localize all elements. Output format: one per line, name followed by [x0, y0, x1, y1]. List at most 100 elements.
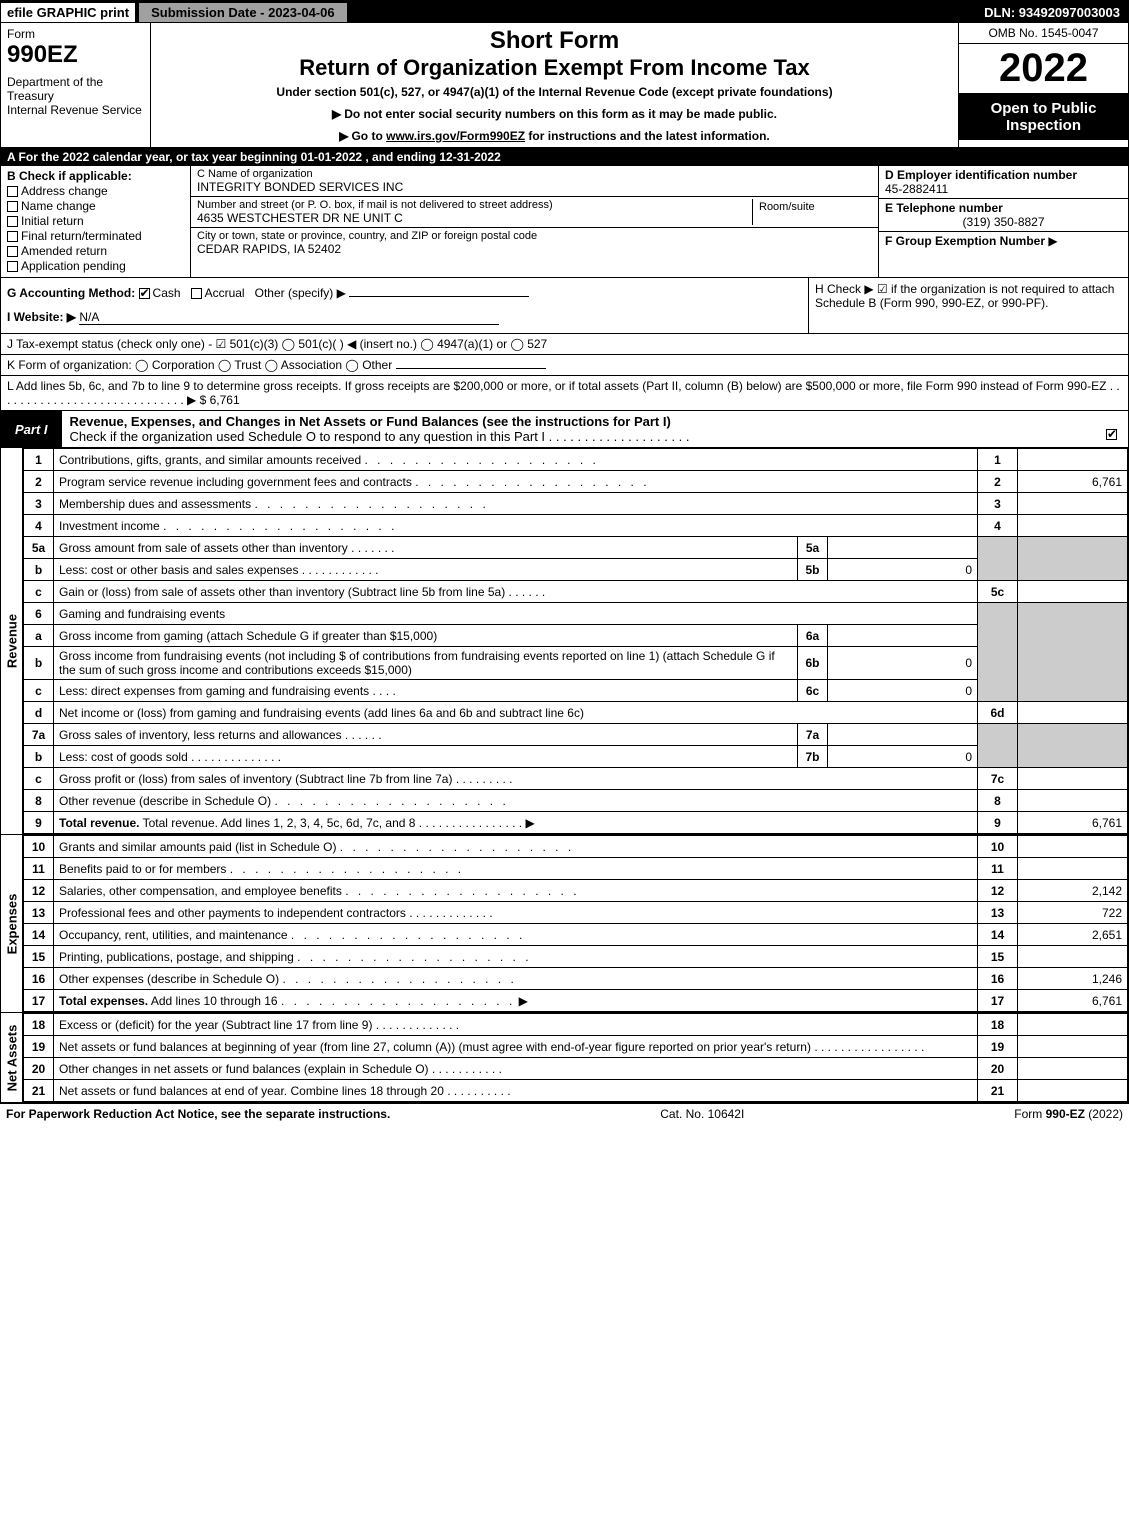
row-l: L Add lines 5b, 6c, and 7b to line 9 to … [1, 376, 1128, 411]
line-16: 16Other expenses (describe in Schedule O… [24, 968, 1128, 990]
group-label: F Group Exemption Number [885, 234, 1045, 248]
group-cell: F Group Exemption Number ▶ [879, 232, 1128, 250]
tax-year: 2022 [959, 44, 1128, 93]
cb-schedule-o[interactable] [1106, 429, 1117, 440]
line-17: 17Total expenses. Add lines 10 through 1… [24, 990, 1128, 1012]
address-cell: Number and street (or P. O. box, if mail… [191, 197, 878, 228]
footer: For Paperwork Reduction Act Notice, see … [0, 1104, 1129, 1124]
revenue-table: 1Contributions, gifts, grants, and simil… [23, 448, 1128, 834]
other-org-input[interactable] [396, 368, 546, 369]
line-5b: bLess: cost or other basis and sales exp… [24, 559, 1128, 581]
ein-cell: D Employer identification number 45-2882… [879, 166, 1128, 199]
omb-number: OMB No. 1545-0047 [959, 23, 1128, 44]
line-6a: aGross income from gaming (attach Schedu… [24, 625, 1128, 647]
org-name-cell: C Name of organization INTEGRITY BONDED … [191, 166, 878, 197]
section-b-title: B Check if applicable: [7, 169, 184, 183]
cb-application-pending[interactable]: Application pending [7, 259, 184, 273]
open-public: Open to Public Inspection [959, 93, 1128, 140]
line-12: 12Salaries, other compensation, and empl… [24, 880, 1128, 902]
line-6: 6Gaming and fundraising events [24, 603, 1128, 625]
footer-mid: Cat. No. 10642I [390, 1107, 1014, 1121]
header-right: OMB No. 1545-0047 2022 Open to Public In… [958, 23, 1128, 147]
row-i: I Website: ▶ N/A [7, 310, 802, 325]
section-b: B Check if applicable: Address change Na… [1, 166, 191, 277]
line-7b: bLess: cost of goods sold . . . . . . . … [24, 746, 1128, 768]
row-j: J Tax-exempt status (check only one) - ☑… [1, 334, 1128, 355]
tel-cell: E Telephone number (319) 350-8827 [879, 199, 1128, 232]
irs-link[interactable]: www.irs.gov/Form990EZ [386, 129, 525, 143]
other-specify-input[interactable] [349, 296, 529, 297]
row-a-tax-year: A For the 2022 calendar year, or tax yea… [1, 148, 1128, 166]
line-5a: 5aGross amount from sale of assets other… [24, 537, 1128, 559]
title-return: Return of Organization Exempt From Incom… [159, 55, 950, 81]
org-name-label: C Name of organization [197, 168, 872, 180]
cb-accrual[interactable] [191, 288, 202, 299]
line-4: 4Investment income 4 [24, 515, 1128, 537]
address-value: 4635 WESTCHESTER DR NE UNIT C [197, 211, 752, 225]
row-gh: G Accounting Method: Cash Accrual Other … [1, 278, 1128, 334]
submission-date: Submission Date - 2023-04-06 [139, 3, 347, 22]
line-6c: cLess: direct expenses from gaming and f… [24, 680, 1128, 702]
website-value: N/A [79, 310, 499, 325]
note-goto: Go to www.irs.gov/Form990EZ for instruct… [159, 129, 950, 143]
city-label: City or town, state or province, country… [197, 230, 872, 242]
tel-label: E Telephone number [885, 201, 1122, 215]
ein-value: 45-2882411 [885, 182, 1122, 196]
header-mid: Short Form Return of Organization Exempt… [151, 23, 958, 147]
footer-right: Form 990-EZ (2022) [1014, 1107, 1123, 1121]
form-number: 990EZ [7, 41, 144, 69]
line-6b: bGross income from fundraising events (n… [24, 647, 1128, 680]
block-bcdef: B Check if applicable: Address change Na… [1, 166, 1128, 278]
org-name-value: INTEGRITY BONDED SERVICES INC [197, 180, 872, 194]
revenue-vlabel: Revenue [1, 448, 23, 834]
line-1: 1Contributions, gifts, grants, and simil… [24, 449, 1128, 471]
line-2: 2Program service revenue including gover… [24, 471, 1128, 493]
top-bar: efile GRAPHIC print Submission Date - 20… [1, 1, 1128, 23]
cb-final-return[interactable]: Final return/terminated [7, 229, 184, 243]
section-def: D Employer identification number 45-2882… [878, 166, 1128, 277]
footer-left: For Paperwork Reduction Act Notice, see … [6, 1107, 390, 1121]
cb-address-change[interactable]: Address change [7, 184, 184, 198]
part-1-title: Revenue, Expenses, and Changes in Net As… [62, 411, 1128, 447]
line-21: 21Net assets or fund balances at end of … [24, 1080, 1128, 1102]
dept-label: Department of the Treasury Internal Reve… [7, 75, 144, 117]
row-l-text: L Add lines 5b, 6c, and 7b to line 9 to … [7, 379, 1120, 407]
row-g: G Accounting Method: Cash Accrual Other … [1, 278, 808, 333]
form-990ez: efile GRAPHIC print Submission Date - 20… [0, 0, 1129, 1104]
part-1-tab: Part I [1, 419, 62, 440]
cb-cash[interactable] [139, 288, 150, 299]
g-label: G Accounting Method: [7, 286, 135, 300]
line-11: 11Benefits paid to or for members 11 [24, 858, 1128, 880]
line-14: 14Occupancy, rent, utilities, and mainte… [24, 924, 1128, 946]
net-assets-section: Net Assets 18Excess or (deficit) for the… [1, 1013, 1128, 1103]
group-arrow: ▶ [1048, 234, 1057, 248]
efile-label: efile GRAPHIC print [1, 3, 135, 22]
cb-amended-return[interactable]: Amended return [7, 244, 184, 258]
row-k: K Form of organization: ◯ Corporation ◯ … [1, 355, 1128, 376]
cb-initial-return[interactable]: Initial return [7, 214, 184, 228]
revenue-section: Revenue 1Contributions, gifts, grants, a… [1, 448, 1128, 835]
line-6d: dNet income or (loss) from gaming and fu… [24, 702, 1128, 724]
address-label: Number and street (or P. O. box, if mail… [197, 199, 752, 211]
tel-value: (319) 350-8827 [885, 215, 1122, 229]
line-18: 18Excess or (deficit) for the year (Subt… [24, 1014, 1128, 1036]
line-3: 3Membership dues and assessments 3 [24, 493, 1128, 515]
row-l-val: 6,761 [210, 393, 240, 407]
header-row: Form 990EZ Department of the Treasury In… [1, 23, 1128, 148]
net-assets-table: 18Excess or (deficit) for the year (Subt… [23, 1013, 1128, 1102]
line-5c: cGain or (loss) from sale of assets othe… [24, 581, 1128, 603]
city-value: CEDAR RAPIDS, IA 52402 [197, 242, 872, 256]
row-h: H Check ▶ ☑ if the organization is not r… [808, 278, 1128, 333]
line-20: 20Other changes in net assets or fund ba… [24, 1058, 1128, 1080]
dln-label: DLN: 93492097003003 [976, 3, 1128, 22]
netassets-vlabel: Net Assets [1, 1013, 23, 1102]
line-8: 8Other revenue (describe in Schedule O) … [24, 790, 1128, 812]
line-7a: 7aGross sales of inventory, less returns… [24, 724, 1128, 746]
form-word: Form [7, 27, 144, 41]
ein-label: D Employer identification number [885, 168, 1122, 182]
title-short-form: Short Form [159, 27, 950, 55]
note-ssn: Do not enter social security numbers on … [159, 107, 950, 121]
header-left: Form 990EZ Department of the Treasury In… [1, 23, 151, 147]
expenses-table: 10Grants and similar amounts paid (list … [23, 835, 1128, 1012]
cb-name-change[interactable]: Name change [7, 199, 184, 213]
